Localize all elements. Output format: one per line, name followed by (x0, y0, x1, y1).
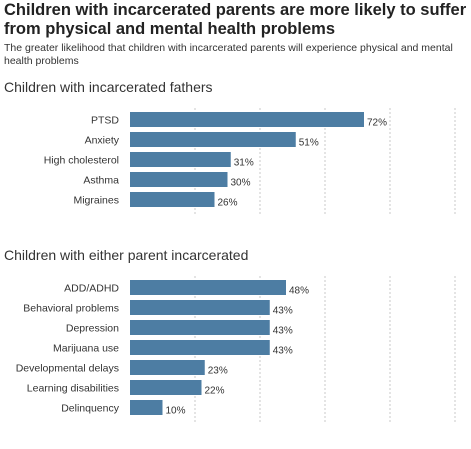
value-label-ptsd: 72% (367, 118, 387, 129)
value-label-marijuana-use: 43% (273, 346, 293, 357)
value-label-asthma: 30% (231, 178, 251, 189)
value-label-delinquency: 10% (166, 406, 186, 417)
category-label-anxiety: Anxiety (85, 135, 120, 147)
bar-depression (130, 320, 270, 335)
bar-marijuana-use (130, 340, 270, 355)
value-label-migraines: 26% (218, 198, 238, 209)
bar-anxiety (130, 132, 296, 147)
bar-add-adhd (130, 280, 286, 295)
bar-learning-disabilities (130, 380, 202, 395)
category-label-behavioral-problems: Behavioral problems (23, 303, 119, 315)
category-label-marijuana-use: Marijuana use (53, 343, 119, 355)
category-label-developmental-delays: Developmental delays (16, 363, 119, 375)
category-label-high-cholesterol: High cholesterol (44, 155, 119, 167)
chart-title: Children with incarcerated parents are m… (4, 1, 467, 38)
bar-ptsd (130, 112, 364, 127)
category-label-asthma: Asthma (83, 175, 119, 187)
bar-developmental-delays (130, 360, 205, 375)
category-label-learning-disabilities: Learning disabilities (27, 383, 119, 395)
value-label-anxiety: 51% (299, 138, 319, 149)
value-label-developmental-delays: 23% (208, 366, 228, 377)
value-label-depression: 43% (273, 326, 293, 337)
category-label-delinquency: Delinquency (61, 403, 120, 415)
value-label-learning-disabilities: 22% (205, 386, 225, 397)
chart-subtitle: The greater likelihood that children wit… (4, 42, 453, 67)
bar-behavioral-problems (130, 300, 270, 315)
section-title-fathers: Children with incarcerated fathers (4, 79, 213, 95)
bar-chart-either-parent: ADD/ADHD 48% Behavioral problems 43% Depress… (16, 276, 456, 424)
bar-chart-fathers: PTSD 72% Anxiety 51% High cholesterol 31% Asth… (44, 108, 456, 216)
value-label-behavioral-problems: 43% (273, 306, 293, 317)
bar-high-cholesterol (130, 152, 231, 167)
section-title-either-parent: Children with either parent incarcerated (4, 247, 249, 263)
category-label-migraines: Migraines (73, 195, 119, 207)
category-label-add-adhd: ADD/ADHD (64, 283, 119, 295)
bar-asthma (130, 172, 228, 187)
bar-delinquency (130, 400, 163, 415)
value-label-add-adhd: 48% (289, 286, 309, 297)
category-label-depression: Depression (66, 323, 119, 335)
value-label-high-cholesterol: 31% (234, 158, 254, 169)
bar-migraines (130, 192, 215, 207)
category-label-ptsd: PTSD (91, 115, 119, 127)
